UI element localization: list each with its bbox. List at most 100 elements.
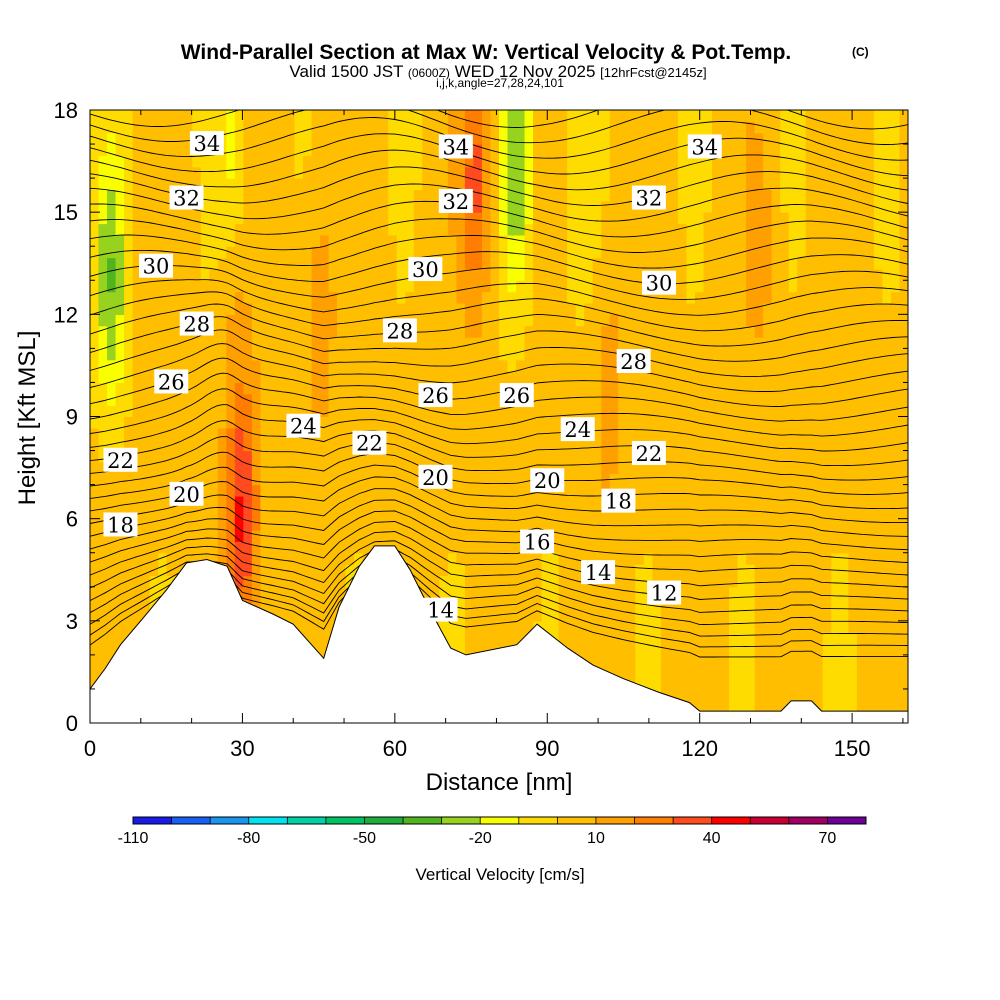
w-cell [430,484,440,497]
w-cell [345,348,355,361]
w-cell [149,178,159,191]
w-cell [737,178,747,191]
w-cell [746,314,756,327]
w-cell [285,234,296,247]
w-cell [234,382,244,395]
w-cell [720,302,730,315]
w-cell [831,405,841,418]
w-cell [780,144,790,157]
w-cell [754,144,764,157]
w-cell [729,450,739,463]
w-cell [481,144,492,157]
w-cell [533,110,543,122]
w-cell [703,564,713,577]
w-cell [686,223,696,236]
w-cell [345,518,355,531]
w-cell [797,405,807,418]
w-cell [507,132,517,145]
w-cell [720,495,730,508]
w-cell [626,110,636,122]
w-cell [780,200,790,213]
chart-title-mark: (C) [852,45,869,59]
w-cell [669,132,679,145]
w-cell [660,643,671,656]
w-cell [124,110,134,122]
w-cell [703,495,713,508]
w-cell [268,439,279,452]
w-cell [430,166,440,179]
w-cell [516,155,526,168]
w-cell [481,416,492,429]
w-cell [337,257,347,270]
w-cell [311,200,321,213]
w-cell [788,132,798,145]
w-cell [260,178,270,191]
w-cell [754,246,764,259]
w-cell [260,416,270,429]
w-cell [856,677,866,690]
w-cell [686,654,696,667]
w-cell [473,121,483,134]
w-cell [132,405,142,418]
w-cell [294,166,304,179]
w-cell [567,257,577,270]
w-cell [524,337,534,349]
w-cell [354,393,364,406]
w-cell [260,314,270,327]
w-cell [652,677,662,690]
w-cell [311,325,321,338]
w-cell [379,382,389,395]
w-cell [652,234,662,247]
w-cell [839,632,849,645]
w-cell [285,121,296,134]
w-cell [780,541,790,554]
w-cell [524,110,534,122]
w-cell [516,405,526,418]
w-cell [430,144,440,157]
w-cell [618,541,628,554]
w-cell [209,495,219,508]
w-cell [703,598,713,611]
w-cell [226,144,236,157]
w-cell [354,382,364,395]
w-cell [592,439,602,452]
w-cell [575,405,585,418]
w-cell [763,620,773,633]
w-cell [848,359,858,372]
w-cell [712,280,722,293]
w-cell [524,427,534,440]
w-cell [831,507,841,520]
w-cell [584,643,594,656]
w-cell [294,598,304,611]
w-cell [456,586,466,599]
w-cell [422,144,432,157]
w-cell [771,495,781,508]
w-cell [311,382,321,395]
w-cell [626,609,636,622]
w-cell [524,564,534,577]
w-cell [490,564,500,577]
w-cell [107,257,117,270]
w-cell [260,280,270,293]
w-cell [797,518,807,531]
w-cell [635,564,645,577]
w-cell [430,495,440,508]
w-cell [473,518,483,531]
w-cell [209,439,219,452]
w-cell [217,552,227,565]
w-cell [788,110,798,122]
w-cell [643,473,653,486]
w-cell [788,155,798,168]
w-cell [345,359,355,372]
w-cell [686,371,696,384]
w-cell [354,416,364,429]
w-cell [660,223,671,236]
w-cell [183,212,193,225]
w-cell [115,110,125,122]
w-cell [379,291,389,304]
w-cell [550,223,560,236]
w-cell [447,632,457,645]
w-cell [166,473,176,486]
w-cell [831,325,841,338]
w-cell [328,359,338,372]
